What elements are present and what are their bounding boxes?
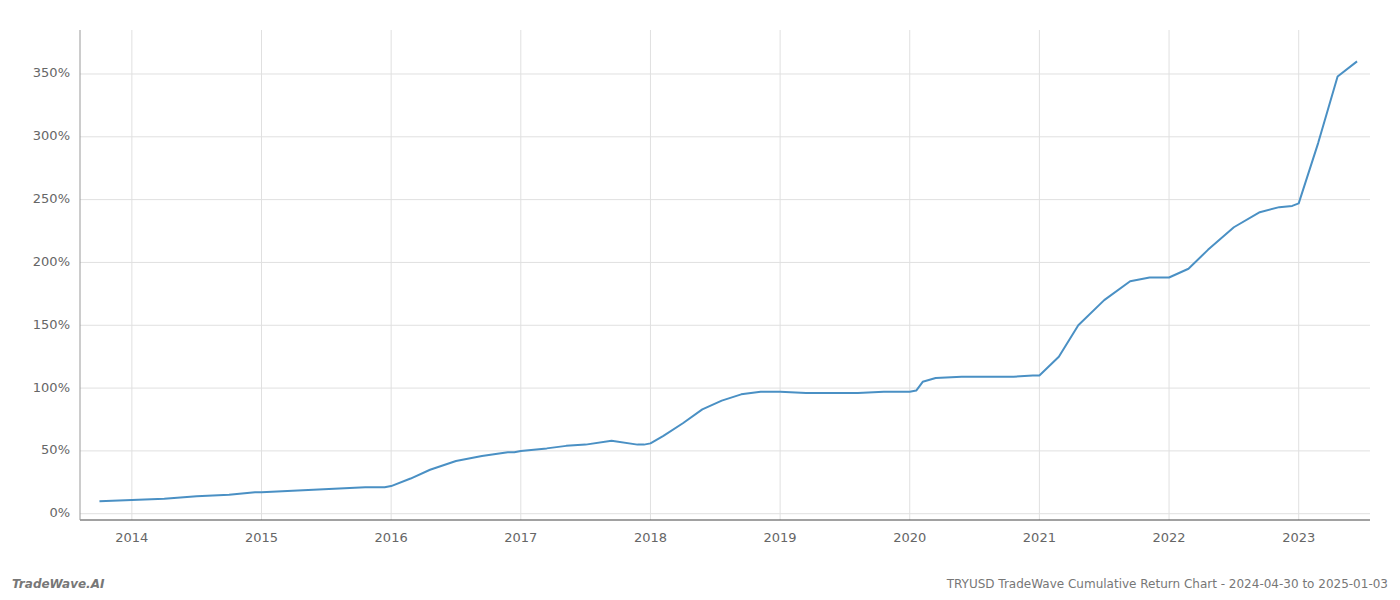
x-grid-line: [1169, 30, 1170, 520]
x-tick-label: 2017: [504, 530, 537, 545]
y-grid-line: [80, 73, 1370, 74]
y-grid-line: [80, 388, 1370, 389]
x-tick-label: 2019: [764, 530, 797, 545]
y-tick-label: 350%: [33, 65, 70, 80]
line: [99, 61, 1357, 501]
y-grid-line: [80, 199, 1370, 200]
x-grid-line: [520, 30, 521, 520]
x-grid-line: [780, 30, 781, 520]
x-grid-line: [1298, 30, 1299, 520]
y-tick-label: 250%: [33, 191, 70, 206]
x-grid-line: [909, 30, 910, 520]
chart: 0% 50% 100% 150% 200% 250% 300% 350% 2014 2015 201…: [0, 0, 1400, 600]
y-tick-label: 300%: [33, 128, 70, 143]
grid: [80, 30, 1370, 520]
y-grid-line: [80, 325, 1370, 326]
y-tick-label: 100%: [33, 380, 70, 395]
y-grid-line: [80, 450, 1370, 451]
x-grid-line: [261, 30, 262, 520]
axes: 0% 50% 100% 150% 200% 250% 300% 350% 2014 2015 201…: [33, 30, 1370, 545]
x-grid-line: [131, 30, 132, 520]
series-group: [99, 61, 1357, 501]
x-grid-line: [1039, 30, 1040, 520]
x-tick-label: 2016: [375, 530, 408, 545]
y-tick-label: 0%: [49, 505, 70, 520]
x-axis-line: [80, 520, 1370, 521]
y-tick-label: 150%: [33, 317, 70, 332]
x-tick-label: 2018: [634, 530, 667, 545]
y-grid-line: [80, 513, 1370, 514]
x-tick-label: 2023: [1282, 530, 1315, 545]
y-grid-line: [80, 262, 1370, 263]
x-grid-line: [650, 30, 651, 520]
y-tick-label: 200%: [33, 254, 70, 269]
x-tick-label: 2015: [245, 530, 278, 545]
title: TRYUSD TradeWave Cumulative Return Chart…: [946, 577, 1388, 591]
x-tick-label: 2020: [893, 530, 926, 545]
y-axis-line: [80, 30, 81, 520]
x-tick-label: 2014: [115, 530, 148, 545]
watermark: TradeWave.AI: [12, 577, 105, 591]
y-grid-line: [80, 136, 1370, 137]
x-tick-label: 2021: [1023, 530, 1056, 545]
x-tick-label: 2022: [1152, 530, 1185, 545]
x-grid-line: [391, 30, 392, 520]
y-tick-label: 50%: [41, 442, 70, 457]
